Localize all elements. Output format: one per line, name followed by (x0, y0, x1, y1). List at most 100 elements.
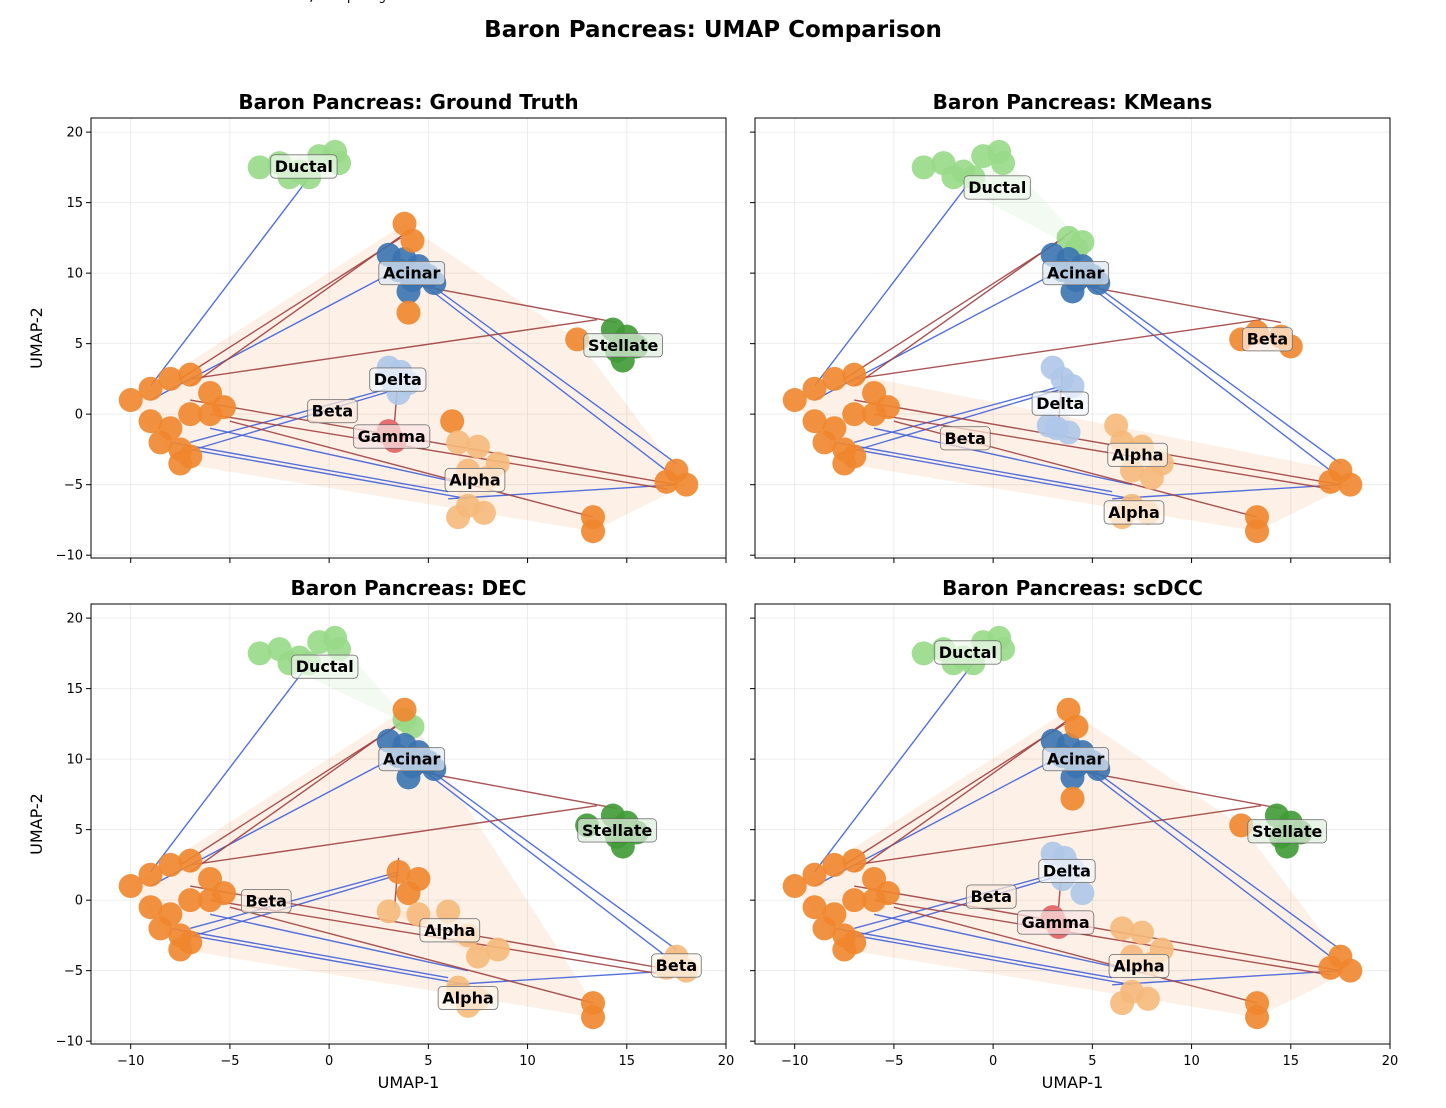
constraint-line (843, 237, 1065, 380)
cluster-label: Alpha (1113, 957, 1165, 976)
cluster-label: Beta (656, 956, 698, 975)
y-axis-label: UMAP-2 (27, 793, 46, 855)
cell-point (802, 862, 827, 887)
cell-point (1036, 413, 1061, 438)
y-tick-label: 10 (66, 753, 83, 768)
cluster-label: Ductal (968, 178, 1026, 197)
x-tick-label: −5 (220, 1054, 239, 1069)
cell-point (802, 895, 827, 920)
cluster-label-bg (420, 918, 480, 942)
cluster-label-bg (1242, 327, 1293, 351)
constraint-line (418, 761, 677, 951)
x-axis-label: UMAP-1 (1042, 1073, 1104, 1092)
cluster-label-bg (578, 818, 657, 842)
cluster-label-bg (1109, 954, 1169, 978)
cell-point (198, 888, 223, 913)
cell-point (862, 402, 887, 427)
cell-point (148, 430, 173, 455)
cell-point (802, 376, 827, 401)
cluster-label-bg (940, 426, 990, 450)
cluster-label: Stellate (588, 336, 658, 355)
constraint-line (854, 871, 1063, 930)
panel: Ductal Acinar Beta Beta Delta Alpha Alpha Baron… (750, 90, 1391, 563)
axes-frame (754, 603, 1391, 1045)
y-tick-label: 0 (75, 894, 83, 909)
cluster-label: Alpha (442, 988, 494, 1007)
cluster-label: Beta (970, 887, 1012, 906)
cluster-label-bg (966, 885, 1016, 909)
cell-point (842, 402, 867, 427)
cell-point (802, 409, 827, 434)
cell-point (1245, 1005, 1270, 1030)
cell-point (1060, 765, 1085, 790)
cell-point (376, 899, 401, 924)
constraint-line (418, 275, 677, 465)
cell-point (386, 859, 411, 884)
cluster-label: Beta (245, 892, 287, 911)
cell-point (1060, 279, 1085, 304)
cell-point (138, 376, 163, 401)
constraint-line (873, 913, 1133, 972)
cell-point (1139, 465, 1164, 490)
constraint-line (170, 441, 449, 493)
cluster-label-bg (964, 175, 1031, 199)
cell-point (1104, 413, 1129, 438)
note: No constraint lists found in session; sa… (26, 0, 770, 4)
cluster-label: Ductal (939, 643, 997, 662)
cluster-label: Stellate (1252, 822, 1322, 841)
cell-point (118, 388, 143, 413)
y-tick-label: 15 (66, 196, 83, 211)
cell-point (1129, 920, 1154, 945)
cluster-label: Delta (374, 370, 422, 389)
constraint-line (229, 420, 594, 518)
cell-point (148, 916, 173, 941)
cell-point (991, 151, 1016, 176)
cell-point (1328, 944, 1353, 969)
cluster-label-bg (1043, 261, 1109, 285)
cluster-label-bg (1043, 747, 1109, 771)
cell-point (446, 505, 471, 530)
constraint-line (170, 927, 449, 979)
cell-point (465, 434, 490, 459)
cluster-label: Ductal (296, 657, 354, 676)
constraint-line (1072, 758, 1331, 958)
cell-point (581, 1005, 606, 1030)
constraint-line (854, 318, 1262, 380)
cell-point (832, 451, 857, 476)
axes-frame (754, 117, 1391, 559)
cell-point (158, 852, 183, 877)
y-tick-label: −5 (64, 964, 83, 979)
constraint-line (209, 913, 469, 972)
cell-point (168, 937, 193, 962)
cell-point (812, 916, 837, 941)
y-tick-label: −5 (64, 478, 83, 493)
constraint-line (813, 662, 974, 873)
cell-point (178, 888, 203, 913)
cell-point (1056, 420, 1081, 445)
panel: −10 −5 0 5 10 15 20 Ductal Acinar Beta Stellate Del… (27, 90, 727, 564)
cell-point (832, 937, 857, 962)
cluster-label: Alpha (1108, 503, 1160, 522)
panel: −10 −5 0 5 10 15 20 Ductal Acinar Beta Stellate Del… (750, 576, 1398, 1092)
cell-point (178, 402, 203, 427)
constraint-line (893, 906, 1258, 1004)
cluster-label: Acinar (383, 750, 441, 769)
cluster-label: Alpha (1112, 445, 1164, 464)
constraint-line (834, 441, 1113, 493)
constraint-line (873, 427, 1133, 486)
cluster-label: Acinar (383, 264, 441, 283)
x-tick-label: 10 (519, 1054, 536, 1069)
cell-point (822, 852, 847, 877)
cluster-label: Beta (312, 402, 354, 421)
cell-point (664, 458, 689, 483)
cell-point (1110, 991, 1135, 1016)
constraint-line (190, 871, 399, 930)
cluster-label: Beta (1247, 330, 1289, 349)
cell-point (436, 899, 461, 924)
constraint-line (190, 804, 598, 866)
constraint-line (149, 176, 310, 387)
x-tick-label: 5 (1088, 1054, 1096, 1069)
axes-frame (90, 117, 727, 559)
cell-point (565, 327, 590, 352)
constraint-line (834, 927, 1113, 979)
